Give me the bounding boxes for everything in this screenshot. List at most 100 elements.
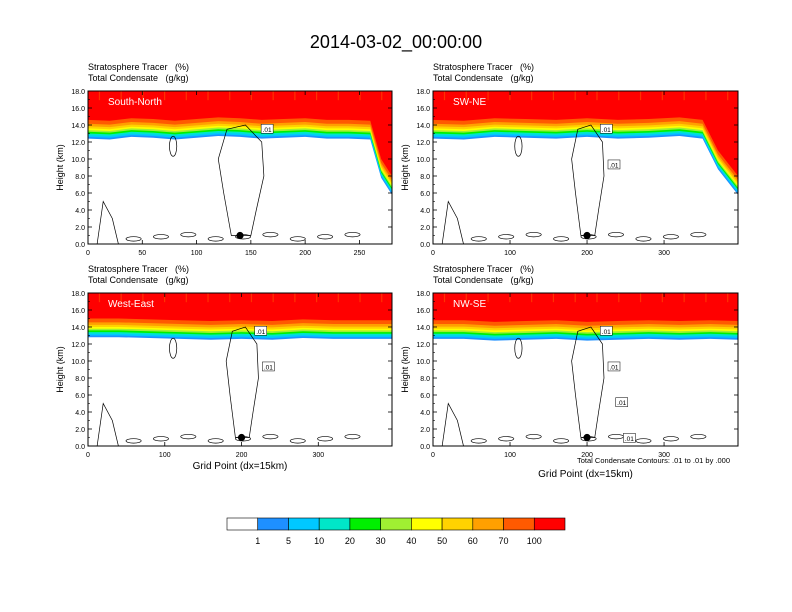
tracer-streak [487,293,489,303]
condensate-contours [441,326,707,446]
contour-label-box [615,397,628,407]
contour-line [553,236,570,242]
y-tick-label: 16.0 [416,106,430,113]
contour-label-box [607,159,621,170]
tracer-streak [359,293,361,303]
x-tick-label: 100 [159,452,171,459]
condensate-contours [96,124,361,244]
tracer-streak [164,91,166,101]
tracer-streak [487,91,489,101]
y-tick-label: 4.0 [420,208,430,215]
tracer-streak [207,91,209,101]
colorbar-label: 100 [527,536,542,546]
panel-title-line: Stratosphere Tracer (%) [433,62,535,72]
tracer-streak [509,91,511,101]
contour-label: .01 [256,329,265,336]
colorbar-swatch [288,517,320,531]
y-tick-label: 2.0 [75,427,85,434]
contour-label-box [260,124,274,134]
colorbar-label: 1 [255,536,260,546]
panel-label: SW-NE [453,97,486,108]
x-tick-label: 100 [504,250,516,257]
chart-panel-sw-ne: .01 .01 SW-NE 0.0 2.0 4.0 6.0 8.0 10.0 12.0 14.0 16… [400,89,739,257]
tracer-streak [596,91,598,101]
y-tick-label: 14.0 [416,325,430,332]
tracer-streak [359,91,361,101]
tracer-streak [185,91,187,101]
tracer-streak [639,91,642,101]
contour-label: .01 [264,364,273,371]
condensate-contours [441,124,707,244]
contour-line [225,326,259,438]
x-tick-label: 200 [581,452,593,459]
contour-line [180,232,197,238]
y-tick-label: 14.0 [416,123,430,130]
x-tick-label: 200 [581,250,593,257]
y-axis-label: Height (km) [400,144,410,191]
y-axis-label: Height (km) [55,346,65,393]
tracer-streak [618,293,620,303]
tracer-streak [142,91,144,101]
x-axis-label: Grid Point (dx=15km) [193,461,288,472]
y-tick-label: 6.0 [420,393,430,400]
colorbar-swatch [257,517,289,531]
tracer-streak [294,91,296,101]
y-tick-label: 10.0 [416,359,430,366]
contour-line [635,438,652,444]
tracer-streak [596,293,598,303]
colorbar-swatch [503,517,535,531]
colorbar: 1 5 10 20 30 40 50 60 70 100 [226,517,566,546]
contour-label: .01 [609,162,618,169]
contour-line [169,337,178,359]
contour-label: .01 [617,400,626,407]
panel-header: Stratosphere Tracer (%) Total Condensate… [433,62,534,84]
colorbar-swatch [472,517,504,531]
contour-line [207,438,224,444]
y-tick-label: 8.0 [420,376,430,383]
x-tick-label: 300 [658,250,670,257]
panel-label: West-East [108,299,154,310]
tracer-streak [552,293,555,303]
tracer-band [88,91,392,176]
y-tick-label: 2.0 [420,225,430,232]
contour-line [217,124,265,236]
contour-line [441,402,464,446]
x-tick-label: 100 [191,250,203,257]
y-tick-label: 8.0 [75,174,85,181]
y-tick-label: 6.0 [420,191,430,198]
x-tick-label: 50 [138,250,146,257]
y-tick-label: 0.0 [420,444,430,451]
tracer-streak [250,91,253,101]
y-tick-label: 16.0 [71,106,85,113]
tracer-band [433,91,738,176]
tracer-streak [272,293,274,303]
y-tick-label: 12.0 [71,342,85,349]
y-tick-label: 14.0 [71,123,85,130]
tracer-streak [316,91,318,101]
contour-line [317,234,334,240]
y-tick-label: 8.0 [75,376,85,383]
contour-line [571,326,605,438]
contour-label-box [600,124,613,134]
contour-line [470,236,487,242]
x-tick-label: 150 [245,250,257,257]
contour-line [635,236,652,242]
y-tick-label: 4.0 [75,208,85,215]
x-tick-label: 0 [431,250,435,257]
y-tick-label: 12.0 [71,140,85,147]
contour-line [153,436,169,442]
tracer-field [88,91,392,244]
x-tick-label: 0 [431,452,435,459]
colorbar-swatch [533,517,566,531]
tracer-streak [142,293,144,303]
contour-line [207,236,224,242]
contour-label-box [623,433,636,443]
contour-line [662,436,679,442]
x-tick-label: 0 [86,452,90,459]
tracer-streak [272,91,274,101]
tracer-streak [337,293,339,303]
contour-line [690,232,707,238]
tracer-streak [250,293,253,303]
colorbar-label: 60 [468,536,478,546]
y-tick-label: 18.0 [71,291,85,298]
